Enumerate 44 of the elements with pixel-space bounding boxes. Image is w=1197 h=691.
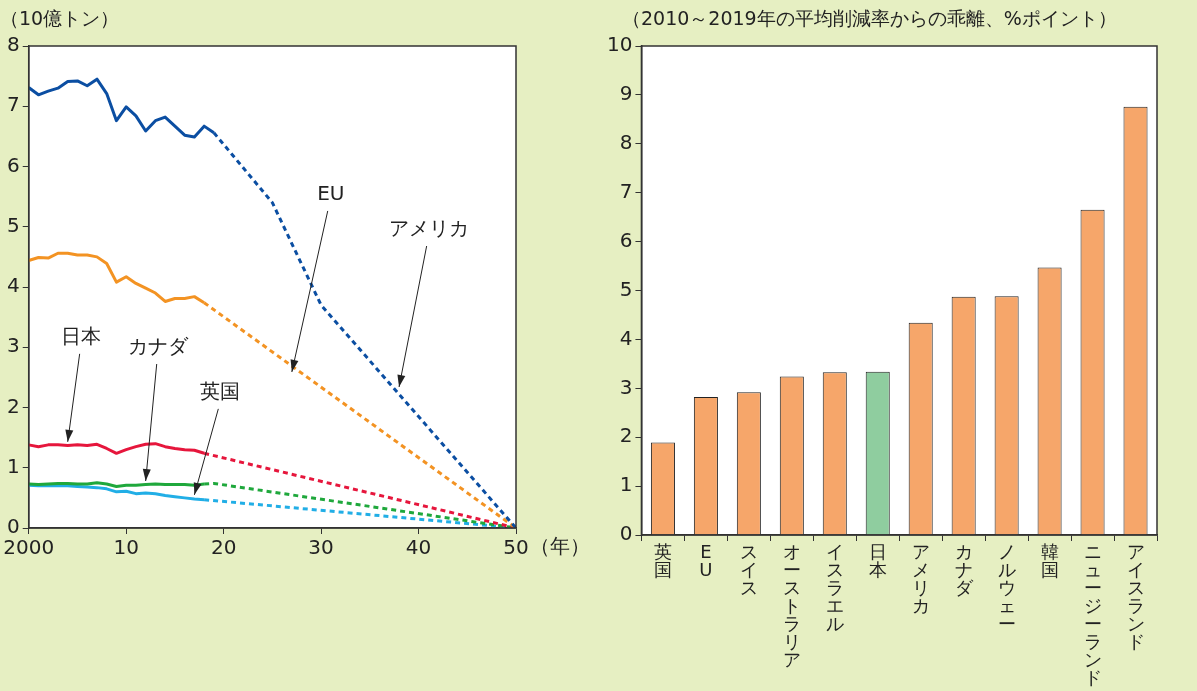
x-tick-label: 30 xyxy=(308,535,334,560)
y-tick-label: 2 xyxy=(619,423,633,448)
y-tick-label: 8 xyxy=(6,32,20,57)
x-tick-label: 10 xyxy=(113,535,139,560)
x-tick-label: 日本 xyxy=(868,540,887,580)
x-tick-label: 50 xyxy=(503,535,529,560)
x-tick-label: 韓国 xyxy=(1040,540,1059,580)
x-tick-label: スイス xyxy=(739,540,758,598)
x-axis-title: （年） xyxy=(530,534,590,559)
x-tick-label: 英国 xyxy=(653,540,672,580)
y-tick-label: 4 xyxy=(619,325,633,350)
x-tick-label: イスラエル xyxy=(825,540,844,634)
x-tick-label: オーストラリア xyxy=(782,540,801,670)
y-tick-label: 7 xyxy=(619,178,633,203)
annotation: アメリカ xyxy=(389,216,470,241)
x-tick-label: ノルウェー xyxy=(997,540,1016,634)
y-tick-label: 1 xyxy=(6,453,20,478)
y-axis-title: （10億トン） xyxy=(0,6,120,31)
y-tick-label: 9 xyxy=(619,81,633,106)
y-tick-label: 3 xyxy=(619,374,633,399)
y-tick-label: 5 xyxy=(619,276,633,301)
y-tick-label: 10 xyxy=(607,32,633,57)
x-tick-label: カナダ xyxy=(954,540,974,598)
y-tick-label: 2 xyxy=(6,393,20,418)
annotation: 日本 xyxy=(60,324,101,349)
y-tick-label: 5 xyxy=(6,212,20,237)
y-axis-title: （2010～2019年の平均削減率からの乖離、%ポイント） xyxy=(622,6,1117,31)
y-tick-label: 7 xyxy=(6,92,20,117)
y-tick-label: 6 xyxy=(619,227,633,252)
y-tick-label: 8 xyxy=(619,130,633,154)
x-tick-label: アイスランド xyxy=(1126,540,1145,652)
y-tick-label: 1 xyxy=(619,472,633,497)
x-tick-label: アメリカ xyxy=(911,540,930,616)
x-tick-label: 20 xyxy=(210,535,237,560)
x-tick-label: 40 xyxy=(405,535,432,560)
y-tick-label: 0 xyxy=(619,521,633,546)
y-tick-label: 3 xyxy=(6,333,20,358)
annotation: 英国 xyxy=(200,379,241,404)
y-tick-label: 4 xyxy=(6,273,20,298)
x-tick-label: ニュージーランド xyxy=(1083,540,1102,688)
annotation: カナダ xyxy=(127,334,189,359)
y-tick-label: 6 xyxy=(6,152,20,177)
annotation: EU xyxy=(317,181,345,206)
x-tick-label: EU xyxy=(699,540,713,580)
